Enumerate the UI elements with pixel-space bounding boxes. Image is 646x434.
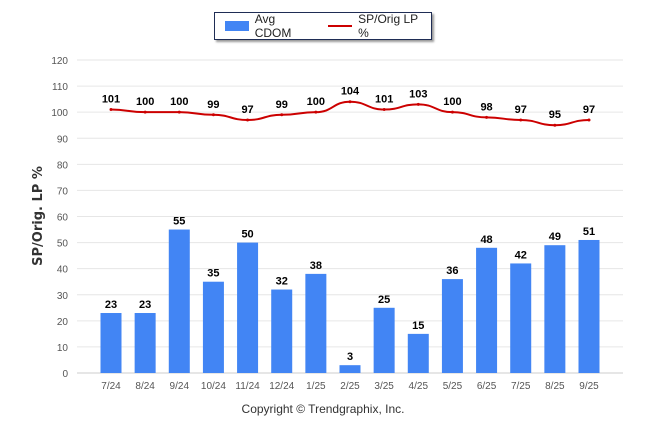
bar xyxy=(407,333,429,373)
x-tick-label: 12/24 xyxy=(269,381,294,392)
line-data-label: 101 xyxy=(375,94,393,106)
bar-data-label: 51 xyxy=(583,226,595,238)
y-tick-label: 0 xyxy=(62,369,68,380)
line-point xyxy=(587,118,591,122)
x-tick-label: 2/25 xyxy=(340,381,360,392)
bar xyxy=(441,279,463,373)
line-data-label: 103 xyxy=(409,88,427,100)
line-point xyxy=(485,115,489,119)
bar xyxy=(237,242,259,373)
bar-data-label: 50 xyxy=(241,229,253,241)
line-point xyxy=(314,110,318,114)
copyright: Copyright © Trendgraphix, Inc. xyxy=(241,402,405,416)
line-point xyxy=(280,113,284,117)
x-tick-label: 11/24 xyxy=(235,381,260,392)
line-data-label: 97 xyxy=(515,104,527,116)
y-tick-label: 20 xyxy=(57,317,69,328)
legend-swatch-bar xyxy=(225,21,249,31)
bar-data-label: 32 xyxy=(276,276,288,288)
bar-data-label: 25 xyxy=(378,294,390,306)
line-data-label: 98 xyxy=(480,101,492,113)
line-point xyxy=(553,123,557,127)
y-tick-label: 30 xyxy=(57,291,69,302)
x-tick-label: 3/25 xyxy=(374,381,394,392)
bar xyxy=(544,245,566,373)
line-point xyxy=(519,118,523,122)
bar xyxy=(305,273,327,373)
x-tick-label: 8/25 xyxy=(545,381,565,392)
line-point xyxy=(109,108,113,112)
line-data-label: 100 xyxy=(170,96,188,108)
line-data-label: 100 xyxy=(136,96,154,108)
bar-data-label: 36 xyxy=(446,265,458,277)
y-tick-label: 10 xyxy=(57,343,69,354)
bar xyxy=(339,365,361,373)
bar-data-label: 42 xyxy=(515,249,527,261)
y-tick-label: 50 xyxy=(57,239,69,250)
y-tick-label: 70 xyxy=(57,186,69,197)
bar xyxy=(476,247,498,373)
bar xyxy=(202,281,224,373)
y-tick-label: 90 xyxy=(57,134,69,145)
bar-data-label: 38 xyxy=(310,260,322,272)
bar-data-label: 49 xyxy=(549,231,561,243)
x-tick-label: 9/25 xyxy=(579,381,599,392)
bar xyxy=(271,289,293,373)
bar xyxy=(100,313,122,373)
legend-swatch-line xyxy=(328,25,353,27)
x-tick-label: 7/25 xyxy=(511,381,531,392)
x-tick-label: 8/24 xyxy=(135,381,155,392)
line-point xyxy=(382,108,386,112)
bar xyxy=(578,239,600,373)
x-tick-label: 6/25 xyxy=(477,381,497,392)
line-data-label: 95 xyxy=(549,109,561,121)
bar-data-label: 15 xyxy=(412,320,424,332)
x-tick-label: 1/25 xyxy=(306,381,326,392)
bar-data-label: 23 xyxy=(105,299,117,311)
line-data-label: 100 xyxy=(443,96,461,108)
line-point xyxy=(211,113,215,117)
bar-data-label: 23 xyxy=(139,299,151,311)
bar-data-label: 35 xyxy=(207,268,219,280)
y-tick-label: 60 xyxy=(57,213,69,224)
line-data-label: 97 xyxy=(241,104,253,116)
y-tick-label: 120 xyxy=(51,56,68,67)
line-data-label: 99 xyxy=(276,99,288,111)
y-tick-label: 80 xyxy=(57,160,69,171)
bar-data-label: 55 xyxy=(173,216,185,228)
line-point xyxy=(177,110,181,114)
legend: Avg CDOM SP/Orig LP % xyxy=(214,12,432,40)
x-tick-label: 7/24 xyxy=(101,381,121,392)
line-data-label: 100 xyxy=(307,96,325,108)
y-axis-title: SP/Orig. LP % xyxy=(31,166,46,266)
bar-data-label: 48 xyxy=(480,234,492,246)
y-tick-label: 110 xyxy=(52,82,68,93)
x-tick-label: 4/25 xyxy=(409,381,429,392)
line-point xyxy=(246,118,250,122)
line-data-label: 99 xyxy=(207,99,219,111)
legend-label-cdom: Avg CDOM xyxy=(254,12,292,40)
bar-data-label: 3 xyxy=(347,351,353,363)
y-tick-label: 100 xyxy=(51,108,68,119)
y-tick-label: 40 xyxy=(57,265,69,276)
x-tick-label: 10/24 xyxy=(201,381,226,392)
x-tick-label: 5/25 xyxy=(443,381,463,392)
line-data-label: 104 xyxy=(341,86,360,98)
line-data-label: 101 xyxy=(102,94,120,106)
line-point xyxy=(143,110,147,114)
line-point xyxy=(416,102,420,106)
x-tick-label: 9/24 xyxy=(170,381,190,392)
line-data-label: 97 xyxy=(583,104,595,116)
bar xyxy=(373,307,395,373)
bar xyxy=(168,229,190,373)
bar xyxy=(134,313,156,373)
legend-label-splp: SP/Orig LP % xyxy=(358,12,418,40)
line-point xyxy=(450,110,454,114)
line-point xyxy=(348,100,352,104)
bar xyxy=(510,263,532,373)
